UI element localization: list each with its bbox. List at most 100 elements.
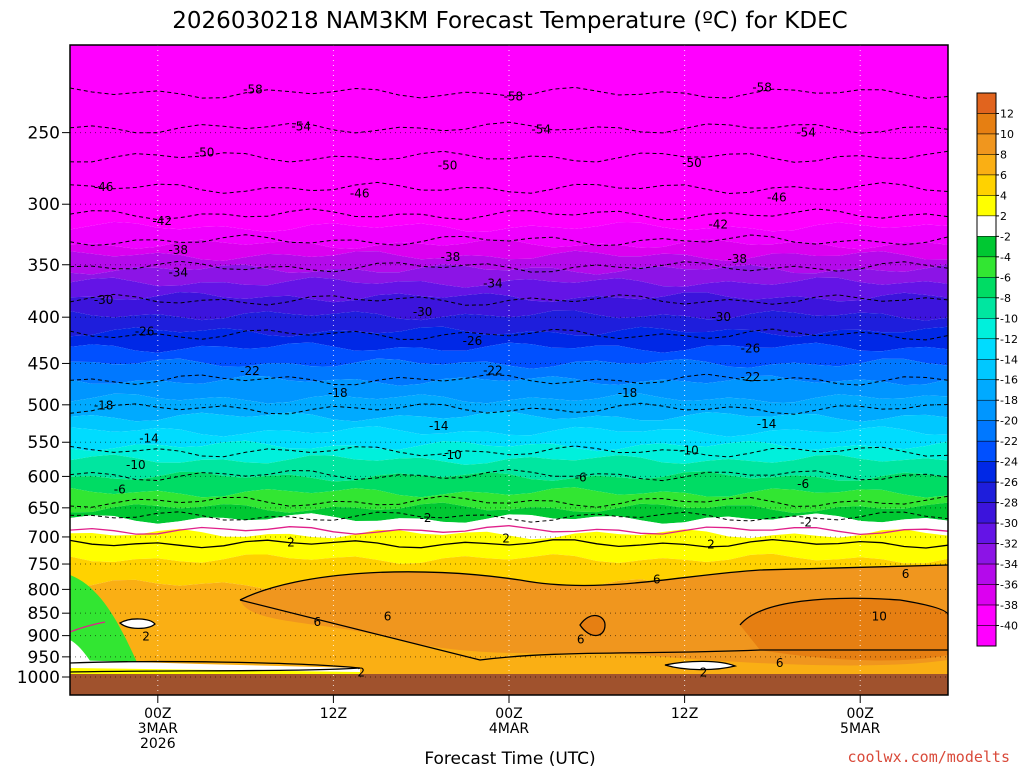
colorbar-swatch: [976, 277, 997, 299]
plot-area: -58 -58 -58 -54 -54 -54 -50 -50 -50 -46 -46 -46 -42 -…: [70, 45, 948, 695]
isotherm-line: [239, 599, 948, 661]
grid-lines: [70, 45, 948, 695]
contour-label: -22: [483, 363, 503, 377]
colorbar-swatch: [976, 604, 997, 626]
isotherm-line: [664, 660, 738, 671]
colorbar-swatch: [976, 113, 997, 135]
y-tick-label: 550: [28, 433, 60, 453]
isotherm-line: [739, 597, 948, 626]
y-tick-label: 250: [28, 124, 60, 144]
isotherm-line: [70, 121, 948, 134]
contour-label: -30: [711, 310, 731, 324]
temperature-band: [70, 393, 948, 422]
colorbar-swatch: [976, 318, 997, 340]
temperature-band: [70, 45, 948, 232]
isotherm-line: [70, 208, 948, 221]
temperature-band: [70, 310, 948, 337]
contour-label: -46: [350, 187, 370, 201]
y-tick-label: 900: [28, 627, 60, 647]
colorbar-swatch: [976, 174, 997, 196]
contour-label: 2: [357, 665, 365, 679]
colorbar-swatch: [976, 215, 997, 237]
isotherm-line: [70, 260, 948, 273]
contour-label: 6: [577, 633, 585, 647]
isotherm-line: [239, 564, 948, 601]
colorbar-label: 10: [1000, 128, 1014, 141]
contour-label: 2: [287, 536, 295, 550]
colorbar-label: -34: [1000, 558, 1018, 571]
contour-label: 10: [872, 609, 887, 623]
isotherm-line: [579, 614, 606, 637]
temperature-band: [70, 471, 948, 498]
colorbar-swatch: [976, 133, 997, 155]
isotherm-line: [70, 150, 948, 163]
colorbar-label: -2: [1000, 230, 1011, 243]
isotherm-line: [70, 181, 948, 195]
temperature-band: [70, 277, 948, 303]
x-axis-label: Forecast Time (UTC): [424, 749, 595, 768]
contour-label: -54: [291, 119, 311, 133]
y-tick-label: 400: [28, 308, 60, 328]
contour-label: 2: [502, 532, 510, 546]
contour-label: -10: [442, 448, 462, 462]
colorbar-label: -20: [1000, 415, 1018, 428]
contour-label: -34: [483, 276, 503, 290]
contour-label: 6: [384, 609, 392, 623]
colorbar-swatch: [976, 195, 997, 217]
colorbar-label: -30: [1000, 517, 1018, 530]
colorbar-label: 6: [1000, 169, 1007, 182]
contour-label: -14: [139, 432, 159, 446]
y-tick-label: 750: [28, 555, 60, 575]
y-tick-label: 700: [28, 528, 60, 548]
contour-label: -54: [796, 126, 816, 140]
colorbar-swatch: [976, 399, 997, 421]
contour-labels: -58 -58 -58 -54 -54 -54 -50 -50 -50 -46 -46 -46 -42 -…: [94, 81, 910, 680]
colorbar-label: -32: [1000, 538, 1018, 551]
colorbar-label: 8: [1000, 148, 1007, 161]
colorbar-swatch: [976, 481, 997, 503]
y-tick-label: 1000: [17, 668, 60, 688]
y-tick-label: 600: [28, 467, 60, 487]
colorbar-frame: [976, 92, 997, 647]
colorbar-swatch: [976, 420, 997, 442]
y-tick-label: 850: [28, 604, 60, 624]
colorbar-label: -8: [1000, 292, 1011, 305]
isotherm-line: [70, 293, 948, 306]
ground-surface: [70, 674, 948, 695]
temperature-band: [70, 411, 948, 437]
contour-label: 6: [653, 572, 661, 586]
colorbar-label: -14: [1000, 353, 1018, 366]
y-tick-label: 500: [28, 396, 60, 416]
contour-label: -38: [727, 252, 747, 266]
x-tick-label: 00Z: [495, 706, 522, 722]
colorbar-label: -40: [1000, 620, 1018, 633]
contour-label: -14: [429, 419, 449, 433]
temperature-band: [70, 250, 948, 275]
colorbar-swatch: [976, 236, 997, 258]
colorbar-swatch: [976, 92, 997, 114]
y-tick-label: 950: [28, 648, 60, 668]
isotherm-line: [70, 495, 948, 508]
contour-label: -38: [168, 243, 188, 257]
colorbar: 12 10 8 6 4 2 -2 -4 -6 -8 -10 -12 -14 -16 -18 -20 -22 -24…: [976, 92, 1018, 647]
isotherm-line: [70, 511, 948, 523]
contour-label: -18: [94, 399, 114, 413]
isotherm-line: [70, 373, 948, 386]
contour-label: 2: [700, 666, 708, 680]
colorbar-label: -12: [1000, 333, 1018, 346]
contour-label: -22: [741, 370, 761, 384]
colorbar-label: -36: [1000, 579, 1018, 592]
contour-label: -58: [752, 81, 772, 95]
isotherm-line: [70, 468, 948, 482]
colorbar-label: 12: [1000, 107, 1014, 120]
temperature-band: [70, 502, 948, 524]
temperature-band: [70, 426, 948, 452]
colorbar-label: -22: [1000, 435, 1018, 448]
x-tick-label: 4MAR: [489, 721, 530, 737]
contour-label: -54: [531, 122, 551, 136]
colorbar-swatch: [976, 563, 997, 585]
contour-label: -42: [708, 218, 728, 232]
contour-label: -58: [504, 89, 524, 103]
colorbar-label: -6: [1000, 271, 1011, 284]
colorbar-swatch: [976, 440, 997, 462]
